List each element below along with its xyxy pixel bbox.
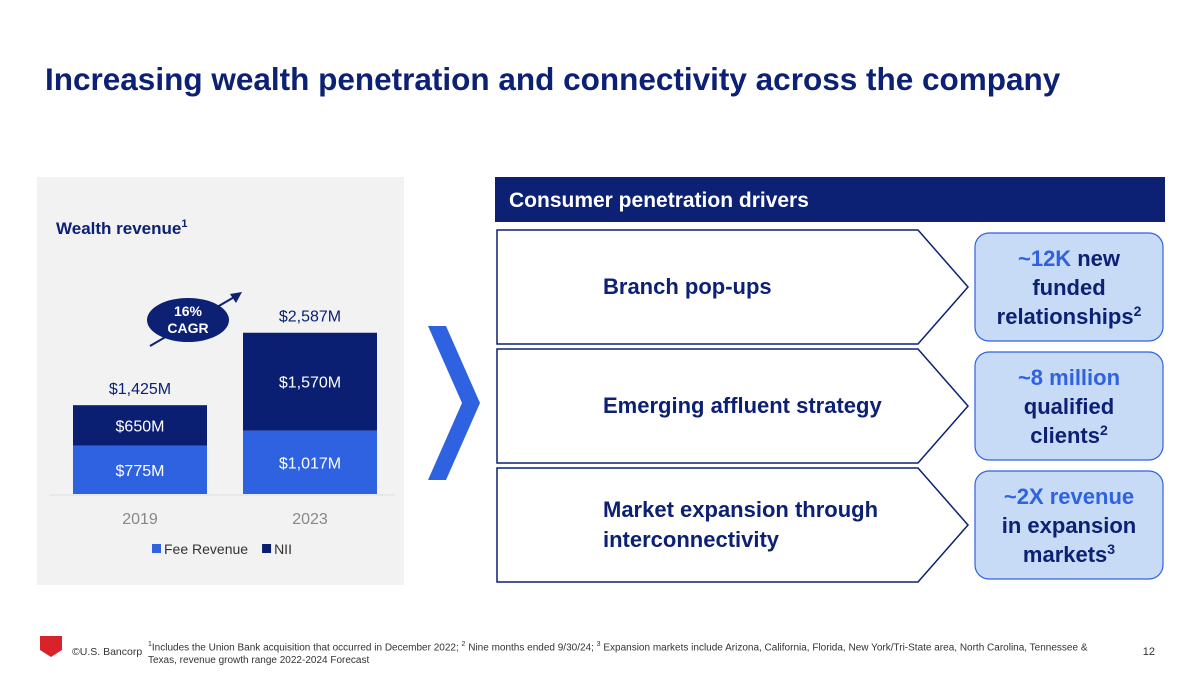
stat-highlight: ~12K: [1018, 246, 1071, 271]
stat-line: in expansion: [1002, 513, 1136, 538]
stat-box: [974, 470, 1164, 580]
chart-title-text: Wealth revenue: [56, 219, 181, 238]
bar-segment: [243, 332, 377, 431]
legend-label: NII: [274, 541, 292, 557]
footnote-text: Expansion markets include Arizona, Calif…: [148, 642, 1088, 667]
value-label: $1,017M: [279, 455, 341, 472]
footnote-mark: 1: [148, 641, 152, 648]
page-number: 12: [1143, 646, 1155, 658]
stat-line: ~8 million: [1018, 365, 1120, 390]
stat-text: funded: [1032, 275, 1105, 300]
stat-line: qualified: [1024, 394, 1114, 419]
stat-highlight: ~8 million: [1018, 365, 1120, 390]
cagr-text: 16%: [174, 303, 203, 319]
logo: [40, 636, 62, 657]
driver-row: [496, 467, 969, 583]
driver-label: Market expansion through: [603, 497, 878, 522]
stat-line: relationships2: [997, 303, 1142, 329]
total-label: $2,587M: [279, 309, 341, 326]
x-tick-label: 2023: [292, 511, 328, 528]
cagr-arrowhead: [230, 292, 242, 303]
value-label: $1,570M: [279, 375, 341, 392]
stat-box: [974, 232, 1164, 342]
legend-swatch: [152, 544, 161, 553]
total-label: $1,425M: [109, 381, 171, 398]
footnote-mark: 3: [596, 641, 601, 648]
bar-segment: [243, 430, 377, 494]
stat-note: 2: [1134, 303, 1142, 319]
drivers-title: Consumer penetration drivers: [509, 189, 809, 212]
footnote-text: Includes the Union Bank acquisition that…: [151, 642, 459, 654]
cagr-bubble: [147, 298, 229, 342]
value-label: $775M: [116, 463, 165, 480]
stat-line: ~12K new: [1018, 246, 1121, 271]
bar-segment: [73, 445, 207, 494]
stat-text: relationships: [997, 304, 1134, 329]
cagr-text: CAGR: [167, 320, 208, 336]
chevron: [428, 326, 480, 480]
bar-segment: [73, 405, 207, 446]
slide-title: Increasing wealth penetration and connec…: [45, 61, 1061, 97]
chart-title: Wealth revenue1: [56, 218, 187, 238]
stat-text: new: [1077, 246, 1121, 271]
driver-row: [496, 229, 969, 345]
footnote-mark: 2: [461, 641, 466, 648]
driver-label: Branch pop-ups: [603, 274, 772, 299]
driver-label: Emerging affluent strategy: [603, 393, 882, 418]
stat-line: funded: [1032, 275, 1105, 300]
footnote-text: Nine months ended 9/30/24;: [468, 642, 594, 654]
stat-note: 3: [1107, 541, 1115, 557]
stat-text: in expansion: [1002, 513, 1136, 538]
stat-line: markets3: [1023, 541, 1115, 567]
stat-note: 2: [1100, 422, 1108, 438]
stat-line: clients2: [1030, 422, 1108, 448]
footnotes: 1Includes the Union Bank acquisition tha…: [148, 638, 1108, 667]
stat-text: clients: [1030, 423, 1100, 448]
legend-swatch: [262, 544, 272, 553]
value-label: $650M: [116, 418, 165, 435]
stat-line: ~2X revenue: [1004, 484, 1134, 509]
stat-box: [974, 351, 1164, 461]
stat-highlight: ~2X revenue: [1004, 484, 1134, 509]
legend-label: Fee Revenue: [164, 541, 248, 557]
chart-title-note: 1: [181, 218, 187, 230]
driver-label: interconnectivity: [603, 527, 780, 552]
drivers-header: [495, 177, 1165, 222]
stat-text: qualified: [1024, 394, 1114, 419]
driver-row: [496, 348, 969, 464]
company: ©U.S. Bancorp: [72, 646, 142, 658]
stat-text: markets: [1023, 542, 1107, 567]
x-tick-label: 2019: [122, 511, 158, 528]
